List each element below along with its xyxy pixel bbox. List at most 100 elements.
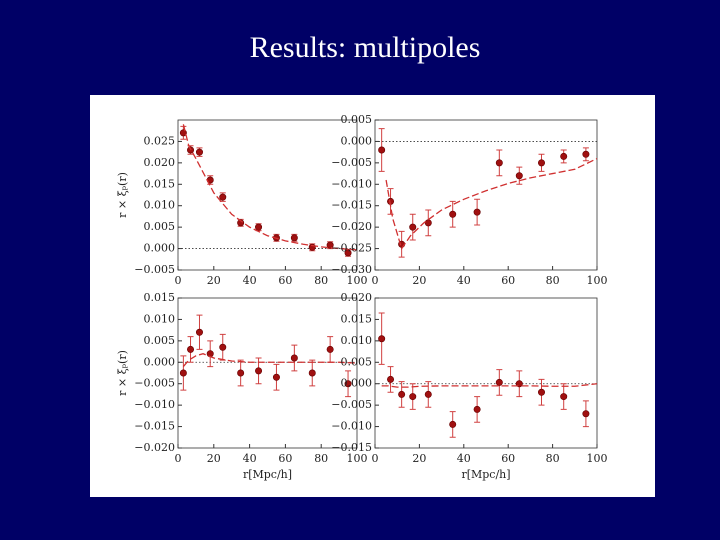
data-point <box>473 208 481 216</box>
axes-frame <box>177 297 358 449</box>
x-tick-label: 80 <box>546 452 560 465</box>
figure-panel <box>90 95 655 497</box>
y-tick-label: −0.015 <box>331 199 372 212</box>
y-tick-label: −0.005 <box>331 398 372 411</box>
y-tick-label: −0.020 <box>331 220 372 233</box>
data-point <box>582 150 590 158</box>
data-point <box>326 241 334 249</box>
y-tick-label: −0.030 <box>331 263 372 276</box>
y-axis-label: r × ξₚ(r) <box>116 350 129 396</box>
y-tick-label: 0.015 <box>341 312 373 325</box>
data-point <box>290 234 298 242</box>
y-tick-label: 0.020 <box>341 291 373 304</box>
axes-frame <box>177 119 358 271</box>
y-tick-label: 0.010 <box>144 199 176 212</box>
x-tick-label: 80 <box>546 274 560 287</box>
data-point <box>195 148 203 156</box>
data-point <box>515 172 523 180</box>
x-tick-label: 60 <box>501 452 515 465</box>
x-tick-label: 60 <box>278 274 292 287</box>
y-tick-label: 0.005 <box>341 355 373 368</box>
y-tick-label: −0.005 <box>134 263 175 276</box>
y-tick-label: −0.010 <box>331 420 372 433</box>
y-tick-label: −0.025 <box>331 242 372 255</box>
y-tick-label: −0.010 <box>331 177 372 190</box>
y-tick-label: 0.000 <box>144 355 176 368</box>
y-tick-label: 0.010 <box>341 334 373 347</box>
data-point <box>255 367 263 375</box>
y-tick-label: 0.020 <box>144 156 176 169</box>
x-tick-label: 0 <box>372 274 379 287</box>
data-point <box>449 420 457 428</box>
y-tick-label: 0.000 <box>144 242 176 255</box>
x-tick-label: 80 <box>314 452 328 465</box>
x-tick-label: 20 <box>412 274 426 287</box>
data-point <box>387 375 395 383</box>
y-tick-label: 0.005 <box>341 113 373 126</box>
y-tick-label: −0.015 <box>331 441 372 454</box>
data-point <box>495 378 503 386</box>
y-tick-label: −0.020 <box>134 441 175 454</box>
data-point <box>237 369 245 377</box>
data-point <box>424 390 432 398</box>
y-tick-label: 0.000 <box>341 377 373 390</box>
x-tick-label: 40 <box>243 274 257 287</box>
x-tick-label: 100 <box>587 274 608 287</box>
x-tick-label: 100 <box>347 274 368 287</box>
x-axis-label: r[Mpc/h] <box>461 468 510 481</box>
data-point <box>187 345 195 353</box>
x-tick-label: 60 <box>278 452 292 465</box>
data-point <box>560 152 568 160</box>
x-tick-label: 100 <box>587 452 608 465</box>
data-point <box>409 393 417 401</box>
slide-title: Results: multipoles <box>250 31 481 64</box>
data-point <box>179 369 187 377</box>
x-tick-label: 40 <box>457 452 471 465</box>
x-axis-label: r[Mpc/h] <box>243 468 292 481</box>
model-curve <box>182 124 358 251</box>
data-point <box>255 223 263 231</box>
data-point <box>409 223 417 231</box>
x-tick-label: 80 <box>314 274 328 287</box>
data-point <box>560 393 568 401</box>
data-point <box>326 345 334 353</box>
model-curve <box>381 383 598 388</box>
data-point <box>398 390 406 398</box>
data-point <box>344 380 352 388</box>
y-tick-label: 0.010 <box>144 312 176 325</box>
data-point <box>424 219 432 227</box>
x-tick-label: 100 <box>347 452 368 465</box>
x-tick-label: 0 <box>175 274 182 287</box>
x-tick-label: 20 <box>412 452 426 465</box>
data-point <box>495 159 503 167</box>
data-point <box>537 159 545 167</box>
data-point <box>195 328 203 336</box>
y-tick-label: 0.005 <box>144 334 176 347</box>
y-tick-label: 0.000 <box>341 134 373 147</box>
y-tick-label: 0.015 <box>144 291 176 304</box>
y-tick-label: −0.005 <box>134 377 175 390</box>
data-point <box>473 405 481 413</box>
x-tick-label: 20 <box>207 274 221 287</box>
x-tick-label: 20 <box>207 452 221 465</box>
x-tick-label: 40 <box>243 452 257 465</box>
data-point <box>179 129 187 137</box>
data-point <box>449 210 457 218</box>
x-tick-label: 0 <box>175 452 182 465</box>
y-tick-label: 0.005 <box>144 220 176 233</box>
data-point <box>219 193 227 201</box>
data-point <box>308 369 316 377</box>
axes-frame <box>374 297 598 449</box>
data-point <box>290 354 298 362</box>
y-tick-label: 0.025 <box>144 134 176 147</box>
y-tick-label: −0.010 <box>134 398 175 411</box>
data-point <box>378 335 386 343</box>
data-point <box>272 373 280 381</box>
data-point <box>378 146 386 154</box>
y-tick-label: −0.005 <box>331 156 372 169</box>
x-tick-label: 0 <box>372 452 379 465</box>
x-tick-label: 40 <box>457 274 471 287</box>
x-tick-label: 60 <box>501 274 515 287</box>
y-axis-label: r × ξₚ(r) <box>116 172 129 218</box>
